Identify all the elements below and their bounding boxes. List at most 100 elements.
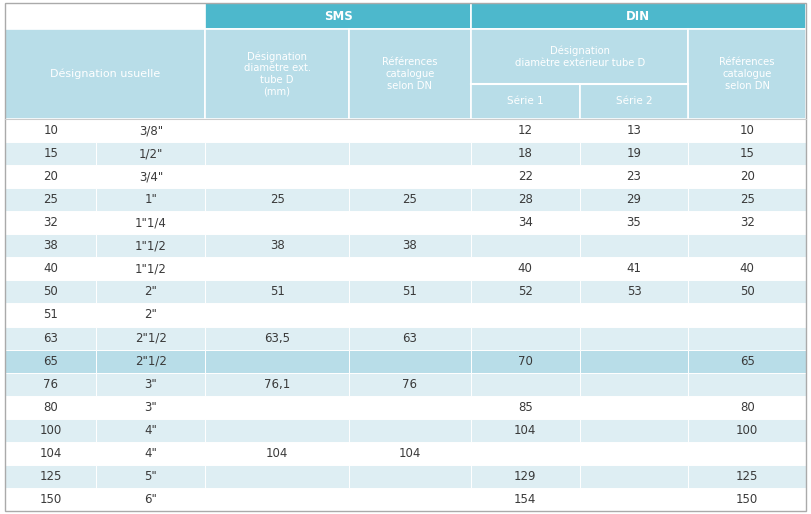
Text: 85: 85 — [518, 401, 533, 414]
Text: 129: 129 — [514, 470, 536, 483]
Bar — [5, 419, 97, 442]
Text: Désignation usuelle: Désignation usuelle — [50, 69, 161, 79]
Bar — [580, 142, 689, 165]
Text: Série 2: Série 2 — [616, 97, 652, 106]
Text: 25: 25 — [402, 193, 418, 206]
Bar — [97, 303, 205, 326]
Bar — [580, 84, 689, 119]
Text: 15: 15 — [740, 147, 755, 160]
Text: 76: 76 — [43, 378, 58, 391]
Bar — [580, 234, 689, 258]
Bar — [689, 211, 806, 234]
Bar — [97, 442, 205, 465]
Text: 38: 38 — [402, 240, 417, 252]
Bar — [97, 488, 205, 511]
Bar — [580, 350, 689, 373]
Bar — [5, 396, 97, 419]
Bar — [349, 419, 471, 442]
Bar — [349, 488, 471, 511]
Text: 76,1: 76,1 — [264, 378, 290, 391]
Text: 51: 51 — [269, 285, 285, 299]
Text: 38: 38 — [43, 240, 58, 252]
Bar — [5, 373, 97, 396]
Bar — [349, 396, 471, 419]
Bar — [5, 188, 97, 211]
Text: 32: 32 — [740, 216, 755, 229]
Bar — [349, 258, 471, 281]
Text: 104: 104 — [40, 447, 62, 460]
Bar — [580, 119, 689, 142]
Bar — [97, 142, 205, 165]
Text: 125: 125 — [40, 470, 62, 483]
Bar — [471, 326, 580, 350]
Bar — [471, 419, 580, 442]
Bar — [349, 142, 471, 165]
Text: 100: 100 — [40, 424, 62, 437]
Bar — [471, 442, 580, 465]
Text: 2": 2" — [144, 285, 157, 299]
Bar — [5, 442, 97, 465]
Text: 50: 50 — [740, 285, 754, 299]
Text: 28: 28 — [517, 193, 533, 206]
Text: DIN: DIN — [626, 9, 650, 23]
Bar — [689, 465, 806, 488]
Bar — [689, 350, 806, 373]
Bar — [97, 373, 205, 396]
Text: SMS: SMS — [324, 9, 353, 23]
Bar — [689, 188, 806, 211]
Text: 10: 10 — [740, 124, 755, 137]
Text: 13: 13 — [627, 124, 642, 137]
Bar — [471, 465, 580, 488]
Text: 19: 19 — [627, 147, 642, 160]
Bar — [205, 326, 349, 350]
Bar — [97, 165, 205, 188]
Bar — [349, 234, 471, 258]
Bar — [205, 3, 471, 29]
Bar — [205, 350, 349, 373]
Text: 2"1/2: 2"1/2 — [135, 355, 167, 368]
Bar — [349, 373, 471, 396]
Bar — [689, 165, 806, 188]
Text: 29: 29 — [627, 193, 642, 206]
Bar — [580, 465, 689, 488]
Bar — [580, 281, 689, 303]
Bar — [689, 142, 806, 165]
Text: 34: 34 — [517, 216, 533, 229]
Text: 80: 80 — [43, 401, 58, 414]
Text: 25: 25 — [43, 193, 58, 206]
Text: 65: 65 — [43, 355, 58, 368]
Text: 76: 76 — [402, 378, 418, 391]
Bar — [349, 350, 471, 373]
Text: 4": 4" — [144, 424, 157, 437]
Text: 6": 6" — [144, 493, 157, 506]
Text: Désignation
diamètre ext.
tube D
(mm): Désignation diamètre ext. tube D (mm) — [243, 51, 311, 97]
Bar — [580, 488, 689, 511]
Bar — [689, 234, 806, 258]
Bar — [689, 442, 806, 465]
Text: 63: 63 — [402, 332, 418, 344]
Text: 2": 2" — [144, 308, 157, 321]
Bar — [97, 396, 205, 419]
Bar — [471, 373, 580, 396]
Text: 51: 51 — [43, 308, 58, 321]
Text: 20: 20 — [43, 170, 58, 183]
Bar — [205, 258, 349, 281]
Bar — [5, 119, 97, 142]
Text: 40: 40 — [43, 262, 58, 276]
Text: 80: 80 — [740, 401, 754, 414]
Bar — [580, 326, 689, 350]
Bar — [205, 165, 349, 188]
Text: 70: 70 — [517, 355, 533, 368]
Bar — [5, 465, 97, 488]
Text: 35: 35 — [627, 216, 642, 229]
Text: 3/8": 3/8" — [139, 124, 163, 137]
Bar — [471, 84, 580, 119]
Text: Références
catalogue
selon DN: Références catalogue selon DN — [719, 58, 775, 90]
Text: 65: 65 — [740, 355, 755, 368]
Bar — [205, 303, 349, 326]
Bar — [5, 281, 97, 303]
Text: 53: 53 — [627, 285, 642, 299]
Bar — [97, 258, 205, 281]
Bar — [471, 303, 580, 326]
Bar — [205, 419, 349, 442]
